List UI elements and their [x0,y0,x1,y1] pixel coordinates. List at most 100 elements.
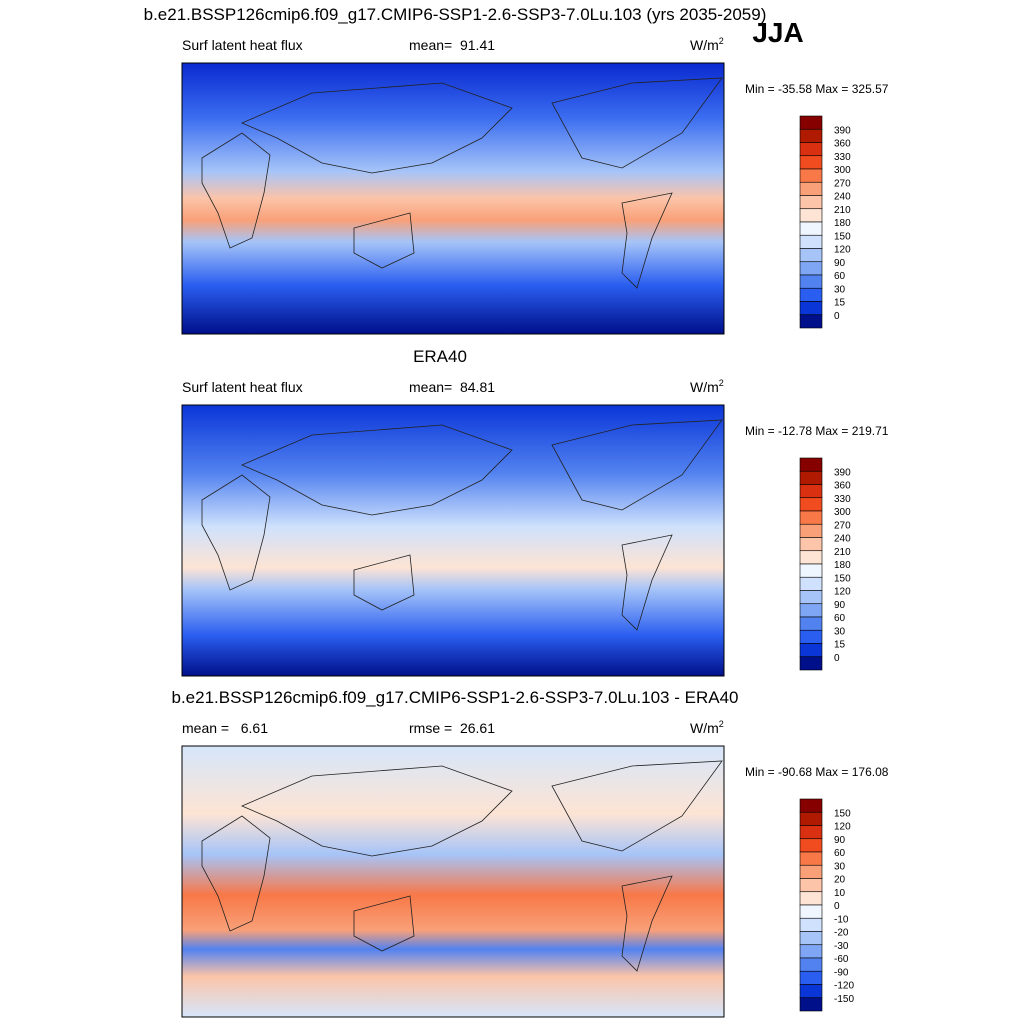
colorbar-box [799,168,823,183]
colorbar-label: 60 [834,613,846,624]
colorbar-box [799,208,823,223]
colorbar-box [799,523,823,538]
unit: W/m [690,379,719,395]
colorbar-label: -30 [834,941,849,952]
map-field [181,404,725,677]
colorbar-label: 0 [834,311,840,322]
colorbar-box [799,590,823,605]
colorbar-box [799,301,823,316]
colorbar-box [799,274,823,289]
colorbar-label: 15 [834,640,846,651]
colorbar-box [799,261,823,276]
colorbar-label: 60 [834,848,846,859]
colorbar-box [799,181,823,196]
colorbar-label: 10 [834,888,846,899]
colorbar-box [799,142,823,157]
colorbar-label: 300 [834,507,851,518]
colorbar-box [799,314,823,329]
colorbar-box [799,643,823,658]
colorbar-label: 15 [834,298,846,309]
unit-label: W/m2 [690,719,724,736]
colorbar-box [799,115,823,130]
colorbar-box [799,944,823,959]
colorbar-label: 270 [834,178,851,189]
unit-superscript: 2 [719,719,724,729]
colorbar-label: 180 [834,218,851,229]
colorbar-box [799,155,823,170]
colorbar-label: 240 [834,534,851,545]
min-max-label: Min = -90.68 Max = 176.08 [745,765,889,779]
colorbar-box [799,563,823,578]
colorbar-label: 20 [834,875,846,886]
variable-label: mean = 6.61 [182,720,268,736]
colorbar-label: 330 [834,152,851,163]
unit-label: W/m2 [690,36,724,53]
map-field [181,745,725,1018]
colorbar-box [799,891,823,906]
colorbar-label: -60 [834,954,849,965]
colorbar-box [799,550,823,565]
colorbar-label: 0 [834,653,840,664]
colorbar-box [799,798,823,813]
colorbar-box [799,221,823,236]
colorbar-label: 90 [834,835,846,846]
colorbar-label: 90 [834,258,846,269]
colorbar-box [799,997,823,1012]
colorbar-box [799,234,823,249]
colorbar-box [799,904,823,919]
colorbar-box [799,878,823,893]
colorbar-box [799,470,823,485]
colorbar-box [799,931,823,946]
colorbar-label: 30 [834,284,846,295]
colorbar-box [799,497,823,512]
colorbar-box [799,537,823,552]
colorbar-label: 270 [834,520,851,531]
colorbar-label: 360 [834,481,851,492]
colorbar-label: 360 [834,139,851,150]
colorbar-label: -20 [834,928,849,939]
panel-title: b.e21.BSSP126cmip6.f09_g17.CMIP6-SSP1-2.… [171,688,738,707]
colorbar-label: 210 [834,205,851,216]
colorbar-box [799,576,823,591]
colorbar-label: 30 [834,861,846,872]
colorbar-box [799,195,823,210]
stat-label: rmse = 26.61 [409,720,495,736]
colorbar-box [799,248,823,263]
colorbar-box [799,811,823,826]
stat-label: mean= 91.41 [409,37,495,53]
unit-superscript: 2 [719,378,724,388]
colorbar-box [799,970,823,985]
colorbar-box [799,128,823,143]
colorbar-label: 120 [834,587,851,598]
min-max-label: Min = -35.58 Max = 325.57 [745,82,889,96]
colorbar-label: 30 [834,626,846,637]
variable-label: Surf latent heat flux [182,37,303,53]
colorbar-label: 0 [834,901,840,912]
colorbar-box [799,825,823,840]
unit: W/m [690,37,719,53]
colorbar-label: 300 [834,165,851,176]
colorbar-label: -10 [834,914,849,925]
colorbar-box [799,629,823,644]
colorbar-label: 240 [834,192,851,203]
variable-label: Surf latent heat flux [182,379,303,395]
colorbar-label: 120 [834,822,851,833]
colorbar-box [799,838,823,853]
colorbar-label: 60 [834,271,846,282]
unit-superscript: 2 [719,36,724,46]
colorbar-box [799,457,823,472]
season-label: JJA [752,17,803,48]
unit: W/m [690,720,719,736]
panel-title: b.e21.BSSP126cmip6.f09_g17.CMIP6-SSP1-2.… [144,5,767,24]
colorbar-label: 390 [834,125,851,136]
colorbar-box [799,484,823,499]
colorbar-label: -120 [834,981,854,992]
colorbar-box [799,656,823,671]
min-max-label: Min = -12.78 Max = 219.71 [745,424,889,438]
colorbar-box [799,957,823,972]
colorbar-label: 150 [834,573,851,584]
unit-label: W/m2 [690,378,724,395]
colorbar-label: 210 [834,547,851,558]
colorbar-label: 90 [834,600,846,611]
